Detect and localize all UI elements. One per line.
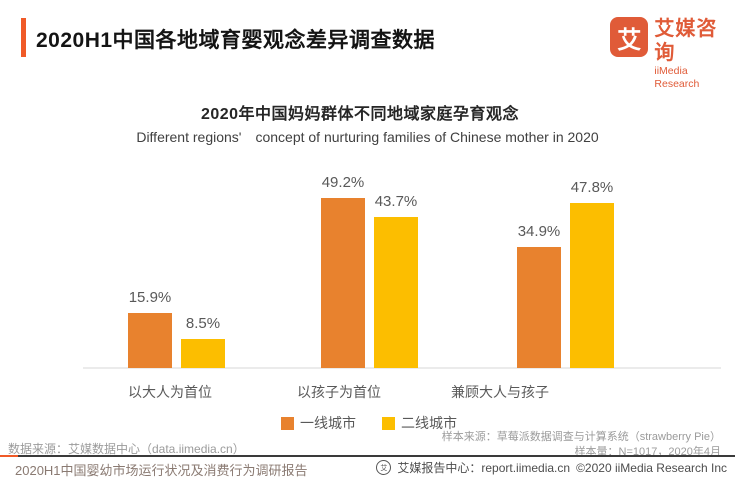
report-center-text: 艾媒报告中心：report.iimedia.cn [397, 461, 571, 475]
bar-series2-group3 [570, 203, 614, 368]
brand-name-cn: 艾媒咨询 [654, 18, 718, 64]
footer-meta: 艾 艾媒报告中心：report.iimedia.cn ©2020 iiMedia… [376, 459, 727, 476]
chart-legend: 一线城市 二线城市 [281, 413, 483, 433]
brand-name-en: iiMedia Research [654, 65, 700, 90]
page-title: 2020H1中国各地域育婴观念差异调查数据 [36, 29, 436, 52]
data-source-note: 数据来源：艾媒数据中心（data.iimedia.cn） [8, 442, 245, 456]
bar-value-label: 15.9% [128, 289, 172, 306]
bar-value-label: 34.9% [517, 223, 561, 240]
category-label: 兼顾大人与孩子 [451, 384, 549, 400]
legend-label-tier2: 二线城市 [401, 415, 457, 431]
category-label: 以孩子为首位 [297, 384, 381, 400]
copyright-text: ©2020 iiMedia Research Inc [576, 460, 727, 475]
bar-series1-group1 [128, 313, 172, 368]
x-axis-line [83, 367, 721, 369]
legend-label-tier1: 一线城市 [300, 415, 356, 431]
category-label: 以大人为首位 [128, 384, 212, 400]
footer-divider-accent [0, 455, 18, 457]
legend-item-tier2: 二线城市 [382, 413, 457, 433]
iimedia-logo: 艾 艾媒咨询 iiMedia Research [610, 17, 735, 91]
bar-series1-group3 [517, 247, 561, 368]
bar-series2-group1 [181, 339, 225, 368]
bar-series1-group2 [321, 198, 365, 368]
footer-divider [0, 455, 735, 457]
bar-value-label: 49.2% [321, 174, 365, 191]
bar-series2-group2 [374, 217, 418, 368]
iimedia-logo-icon: 艾 [610, 17, 649, 57]
iimedia-report-icon: 艾 [376, 460, 392, 475]
header-accent-bar [21, 18, 26, 57]
legend-swatch-tier1 [281, 416, 294, 430]
legend-swatch-tier2 [382, 416, 395, 430]
bar-value-label: 8.5% [185, 315, 221, 332]
bar-value-label: 43.7% [374, 193, 418, 210]
bar-value-label: 47.8% [570, 179, 614, 196]
chart-subtitle: Different regions' concept of nurturing … [136, 129, 599, 145]
chart-title: 2020年中国妈妈群体不同地域家庭孕育观念 [200, 106, 520, 123]
sample-source-note: 样本来源：草莓派数据调查与计算系统（strawberry Pie） [441, 431, 721, 443]
report-title: 2020H1中国婴幼市场运行状况及消费行为调研报告 [15, 463, 308, 478]
legend-item-tier1: 一线城市 [281, 413, 356, 433]
